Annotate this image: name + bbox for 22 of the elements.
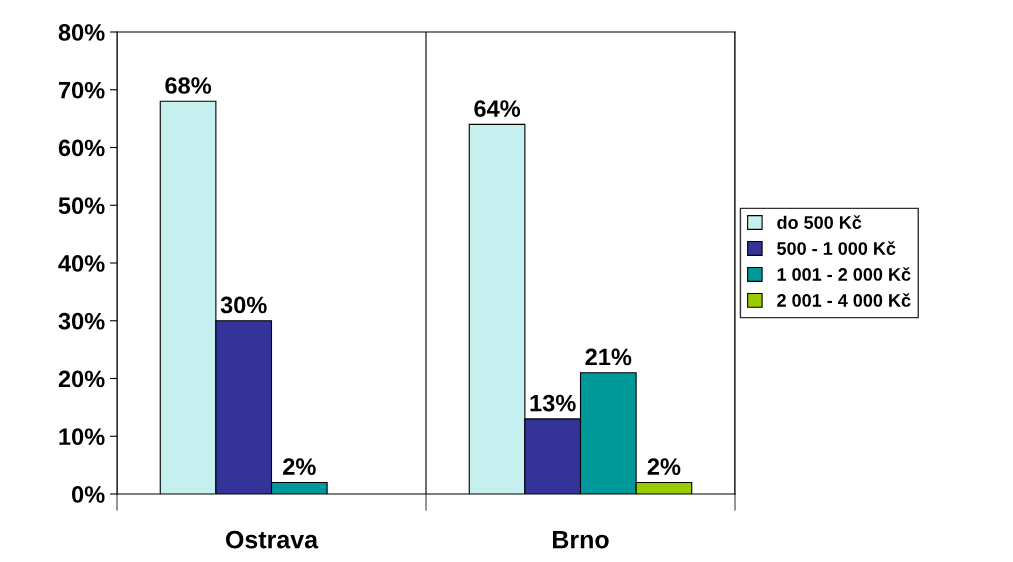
legend-label: 500 - 1 000 Kč <box>777 241 896 255</box>
data-label: 2% <box>283 458 316 475</box>
y-tick-label: 50% <box>58 197 105 215</box>
y-tick-label: 0% <box>72 486 105 503</box>
y-tick-label: 20% <box>58 370 105 388</box>
legend-label: do 500 Kč <box>777 215 862 229</box>
y-tick-label: 80% <box>58 24 105 41</box>
y-tick-label: 70% <box>58 81 105 99</box>
x-tick-label: Brno <box>553 531 609 549</box>
data-label: 64% <box>474 100 521 117</box>
data-label: 30% <box>220 296 267 314</box>
y-tick-label: 60% <box>58 139 105 157</box>
data-label: 2% <box>647 458 681 475</box>
y-tick-label: 30% <box>58 312 105 330</box>
y-tick-label: 10% <box>59 428 105 446</box>
data-label: 68% <box>165 77 212 94</box>
x-tick-label: Ostrava <box>225 530 319 549</box>
legend-label: 1 001 - 2 000 Kč <box>777 267 911 281</box>
y-tick-label: 40% <box>58 255 105 272</box>
data-label: 21% <box>585 348 632 366</box>
data-label: 13% <box>530 394 576 412</box>
legend-label: 2 001 - 4 000 Kč <box>777 293 911 307</box>
